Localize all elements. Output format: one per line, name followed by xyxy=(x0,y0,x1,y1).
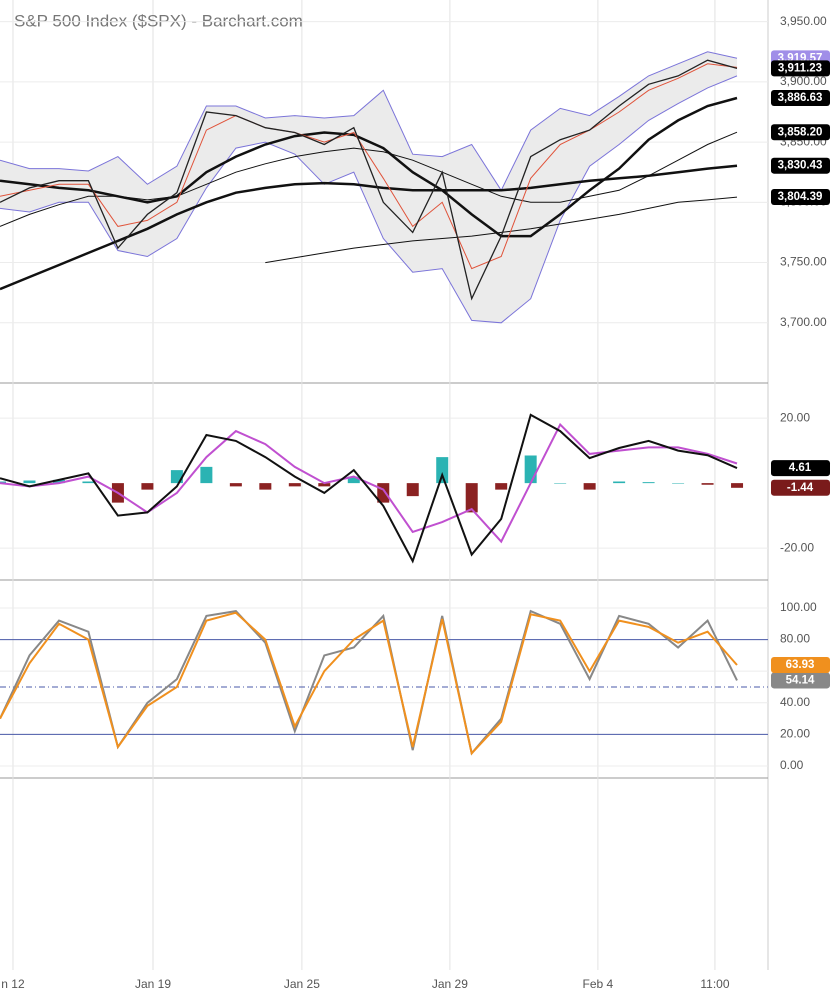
histogram-bar xyxy=(701,483,714,485)
histogram-bar xyxy=(436,457,449,484)
histogram-bar xyxy=(613,481,626,484)
histogram-bar xyxy=(170,470,183,484)
histogram-bar xyxy=(554,483,567,484)
histogram-bar xyxy=(259,483,272,490)
histogram-bar xyxy=(672,483,685,484)
y-tick-label: 3,750.00 xyxy=(780,255,827,269)
y-tick-label: 20.00 xyxy=(780,410,810,424)
series-line xyxy=(0,413,738,564)
x-tick-label: Jan 19 xyxy=(135,977,171,991)
title: S&P 500 Index ($SPX) - Barchart.com xyxy=(14,11,303,30)
series-line xyxy=(0,59,738,301)
x-tick-label: Jan 29 xyxy=(432,977,468,991)
histogram-bar xyxy=(229,483,242,487)
histogram-bar xyxy=(52,479,65,484)
y-tick-label: 80.00 xyxy=(780,632,810,646)
histogram-bar xyxy=(495,483,508,490)
histogram-bar xyxy=(318,483,331,487)
histogram-bar xyxy=(642,482,655,484)
histogram-bar xyxy=(731,483,744,488)
histogram-bar xyxy=(524,455,537,484)
histogram-bar xyxy=(141,483,154,490)
value-tag xyxy=(771,189,830,206)
histogram-bar xyxy=(82,481,95,484)
value-tag-label: 54.14 xyxy=(786,674,815,686)
value-tag xyxy=(771,460,830,477)
value-tag-label: 3,911.23 xyxy=(778,62,822,74)
value-tag xyxy=(771,672,830,689)
value-tag xyxy=(771,656,830,673)
value-tag-label: 63.93 xyxy=(786,659,815,671)
x-tick-label: Jan 25 xyxy=(284,977,320,991)
value-tag-label: 3,830.43 xyxy=(778,160,823,172)
value-tag-label: 3,858.20 xyxy=(778,126,823,138)
value-tag xyxy=(771,479,830,496)
histogram-bar xyxy=(465,483,478,513)
histogram-bar xyxy=(23,480,36,484)
series-line xyxy=(0,51,738,192)
x-tick-label: Feb 4 xyxy=(583,977,614,991)
histogram-bar xyxy=(347,476,360,484)
histogram-bar xyxy=(583,483,596,490)
y-tick-label: 3,700.00 xyxy=(780,315,827,329)
y-tick-label: 40.00 xyxy=(780,695,810,709)
histogram-bar xyxy=(200,466,213,484)
value-tag xyxy=(771,90,830,107)
series-line xyxy=(0,96,738,238)
value-tag xyxy=(771,157,830,174)
y-tick-label: 0.00 xyxy=(780,758,804,772)
y-tick-label: 100.00 xyxy=(780,600,817,614)
value-tag-label: 3,886.63 xyxy=(778,92,823,104)
series-line xyxy=(0,75,738,324)
histogram-bar xyxy=(0,481,6,484)
x-tick-label: 11:00 xyxy=(700,977,729,991)
value-tag-label: -1.44 xyxy=(787,482,814,494)
series-line xyxy=(0,63,738,270)
value-tag xyxy=(771,60,830,77)
y-tick-label: 3,950.00 xyxy=(780,14,827,28)
y-tick-label: -20.00 xyxy=(780,540,814,554)
series-line xyxy=(0,611,738,756)
x-tick-label: n 12 xyxy=(1,977,25,991)
series-line xyxy=(0,164,738,291)
series-line xyxy=(0,422,738,544)
series-line xyxy=(265,196,738,264)
y-tick-label: 20.00 xyxy=(780,727,810,741)
histogram-bar xyxy=(288,483,301,487)
value-tag-label: 4.61 xyxy=(789,462,812,474)
value-tag-label: 3,919.57 xyxy=(778,52,823,64)
value-tag-label: 3,804.39 xyxy=(778,191,823,203)
histogram-bar xyxy=(406,483,419,497)
value-tag xyxy=(771,124,830,141)
y-tick-label: 3,900.00 xyxy=(780,74,827,88)
